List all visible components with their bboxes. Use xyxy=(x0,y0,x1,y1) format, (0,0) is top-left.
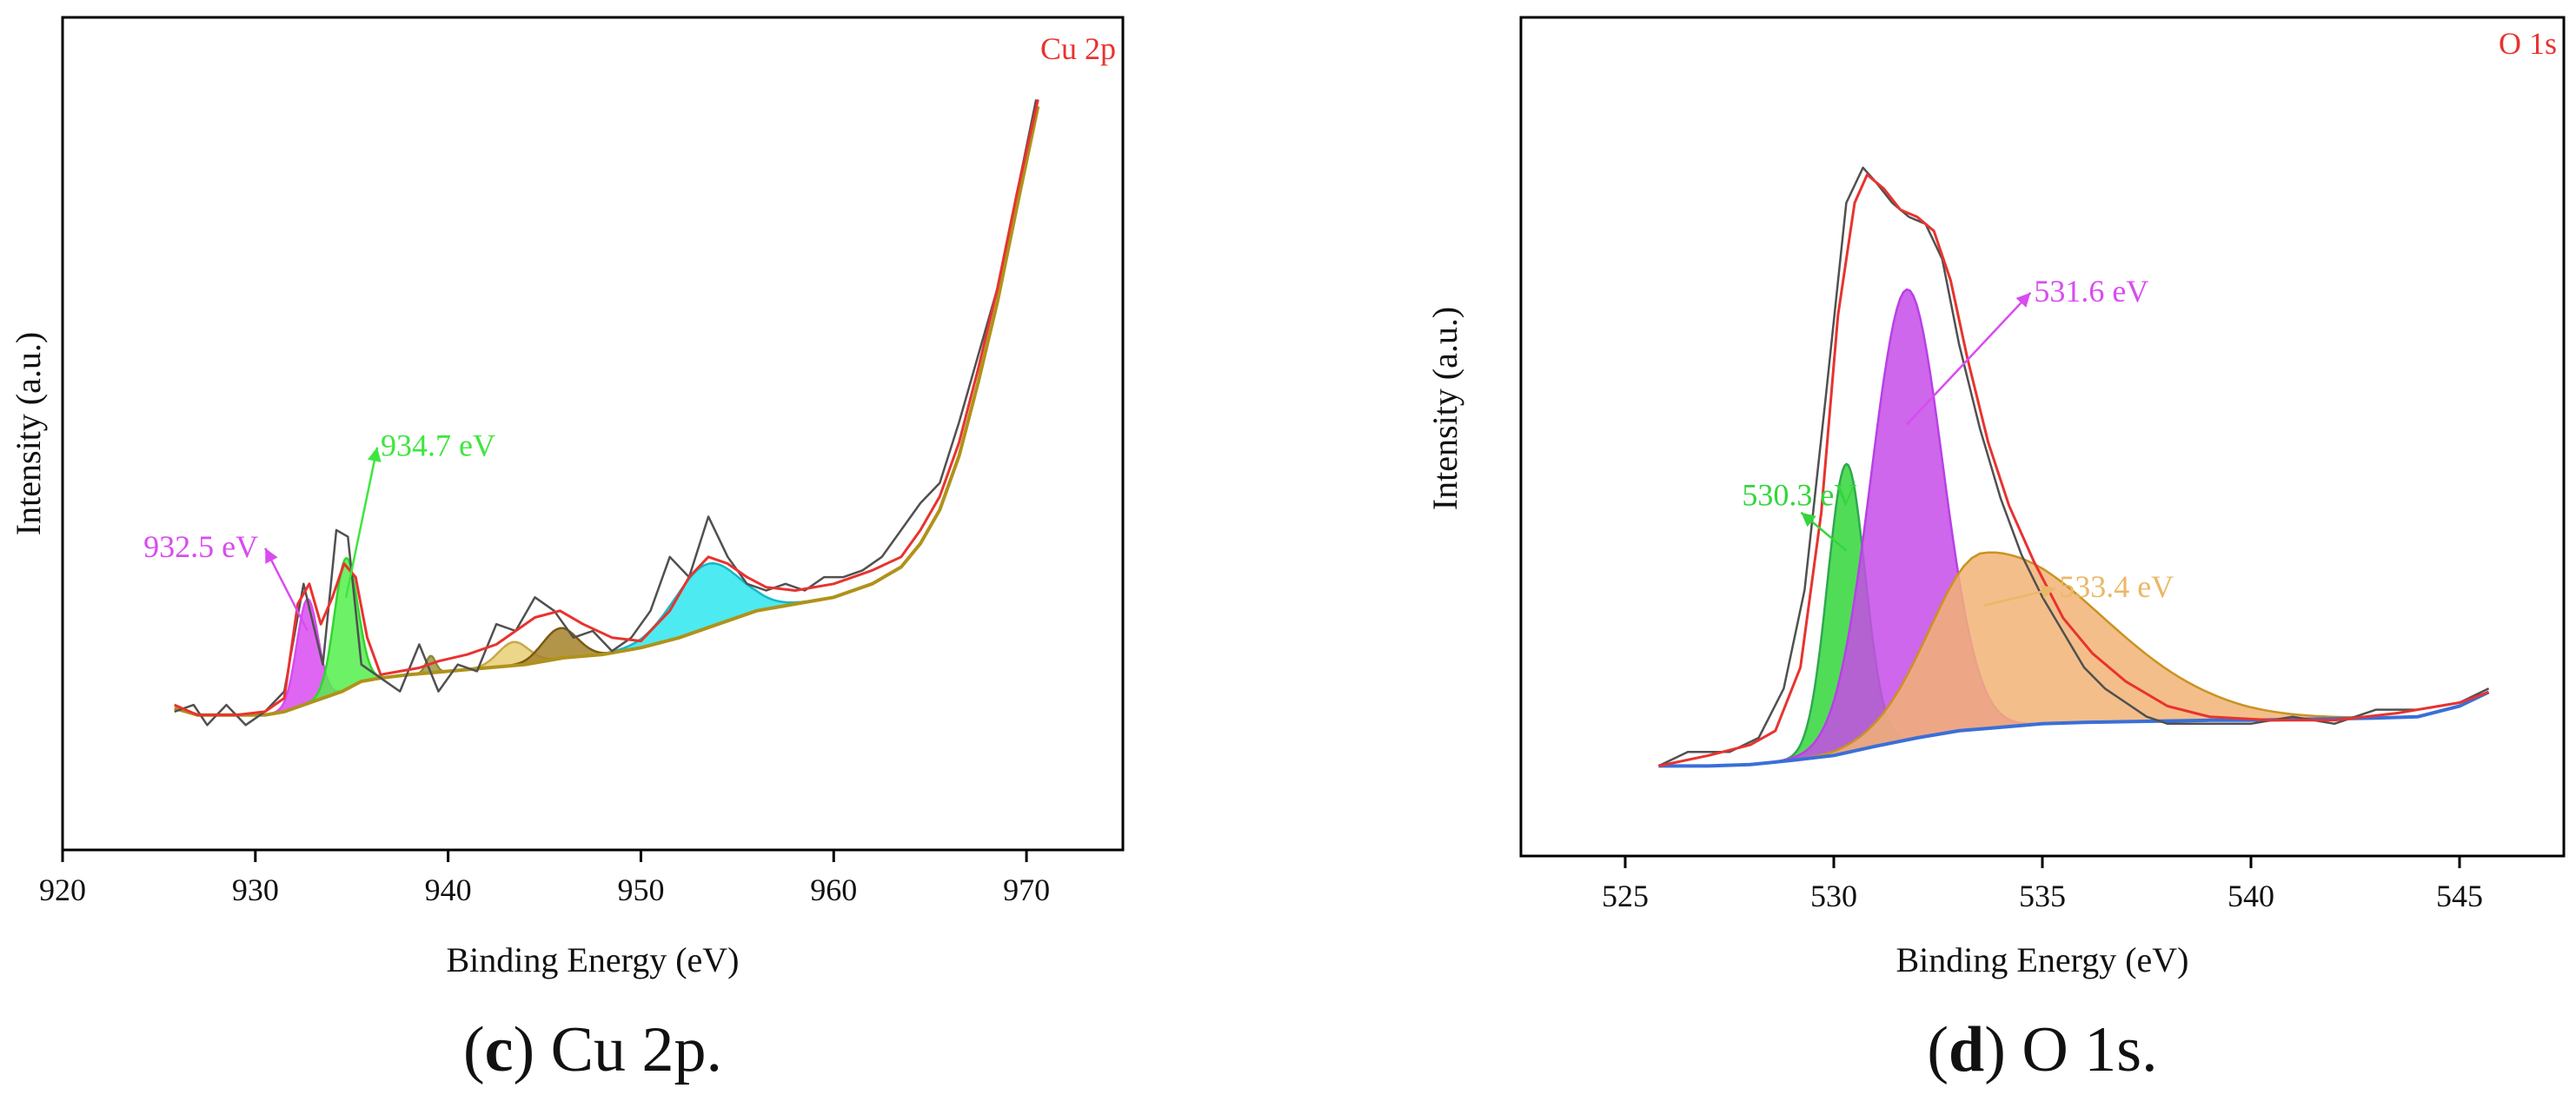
o1s-x-axis: 525 530 535 540 545 xyxy=(1602,856,2483,913)
cu2p-envelope-fit xyxy=(174,99,1039,717)
cu2p-y-axis-label: Intensity (a.u.) xyxy=(9,332,48,535)
cu2p-plot-area xyxy=(174,99,1040,727)
cu2p-x-tick-label: 930 xyxy=(232,873,279,907)
cu2p-raw-spectrum xyxy=(174,99,1038,727)
o1s-y-axis-label: Intensity (a.u.) xyxy=(1425,307,1464,510)
cu2p-peak-arrowhead-1 xyxy=(265,548,278,564)
cu2p-x-axis-label: Binding Energy (eV) xyxy=(447,940,740,979)
o1s-peak-arrowhead-2 xyxy=(1801,512,1816,528)
cu2p-peak-6 xyxy=(568,561,845,659)
cu2p-chart-panel: 920 930 940 950 960 970 Cu 2p Binding Energy … xyxy=(9,16,1125,1085)
cu2p-background-line xyxy=(174,105,1040,717)
cu2p-x-tick-label: 920 xyxy=(39,873,86,907)
cu2p-chart-title: Cu 2p xyxy=(1040,31,1116,66)
o1s-peak-label-3: 533.4 eV xyxy=(2059,569,2174,604)
cu2p-peak-arrow-1 xyxy=(264,548,309,632)
cu2p-caption: (c) Cu 2p. xyxy=(463,1014,722,1085)
o1s-x-tick-label: 535 xyxy=(2019,879,2066,913)
o1s-peak-arrowhead-1 xyxy=(2015,292,2031,308)
cu2p-caption-letter: c xyxy=(485,1014,514,1085)
o1s-caption-prefix: ( xyxy=(1927,1014,1949,1085)
o1s-x-tick-label: 545 xyxy=(2436,879,2483,913)
cu2p-caption-prefix: ( xyxy=(463,1014,485,1085)
o1s-chart-panel: 525 530 535 540 545 O 1s Binding Energy (eV)… xyxy=(1425,16,2566,1085)
o1s-x-tick-label: 540 xyxy=(2227,879,2274,913)
cu2p-x-axis: 920 930 940 950 960 970 xyxy=(39,850,1050,907)
o1s-peak-label-2: 530.3 eV xyxy=(1742,478,1856,513)
o1s-caption-suffix: ) O 1s. xyxy=(1984,1014,2157,1085)
cu2p-annotations: 932.5 eV 934.7 eV xyxy=(143,428,495,632)
cu2p-x-tick-label: 960 xyxy=(810,873,857,907)
cu2p-x-tick-label: 970 xyxy=(1003,873,1050,907)
o1s-chart-title: O 1s xyxy=(2499,26,2557,61)
cu2p-peak-arrow-2 xyxy=(344,447,379,598)
cu2p-plot-frame xyxy=(61,16,1125,852)
o1s-x-tick-label: 530 xyxy=(1810,879,1857,913)
o1s-envelope-fit xyxy=(1658,173,2490,767)
cu2p-peak-label-2: 934.7 eV xyxy=(381,428,495,463)
o1s-x-tick-label: 525 xyxy=(1602,879,1649,913)
cu2p-x-tick-label: 940 xyxy=(425,873,472,907)
o1s-annotations: 531.6 eV 530.3 eV 533.4 eV xyxy=(1742,274,2174,607)
o1s-peak-label-1: 531.6 eV xyxy=(2034,274,2148,309)
o1s-plot-frame xyxy=(1519,16,2566,858)
cu2p-x-tick-label: 950 xyxy=(617,873,664,907)
o1s-caption: (d) O 1s. xyxy=(1927,1014,2157,1085)
o1s-x-axis-label: Binding Energy (eV) xyxy=(1896,940,2189,979)
o1s-caption-letter: d xyxy=(1949,1014,1984,1085)
o1s-plot-area xyxy=(1657,166,2490,768)
cu2p-peak-arrowhead-2 xyxy=(367,447,382,462)
o1s-peak-arrowhead-3 xyxy=(2040,584,2056,599)
cu2p-peak-label-1: 932.5 eV xyxy=(143,529,258,564)
cu2p-caption-suffix: ) Cu 2p. xyxy=(514,1014,723,1085)
o1s-peak-arrow-1 xyxy=(1906,291,2032,426)
